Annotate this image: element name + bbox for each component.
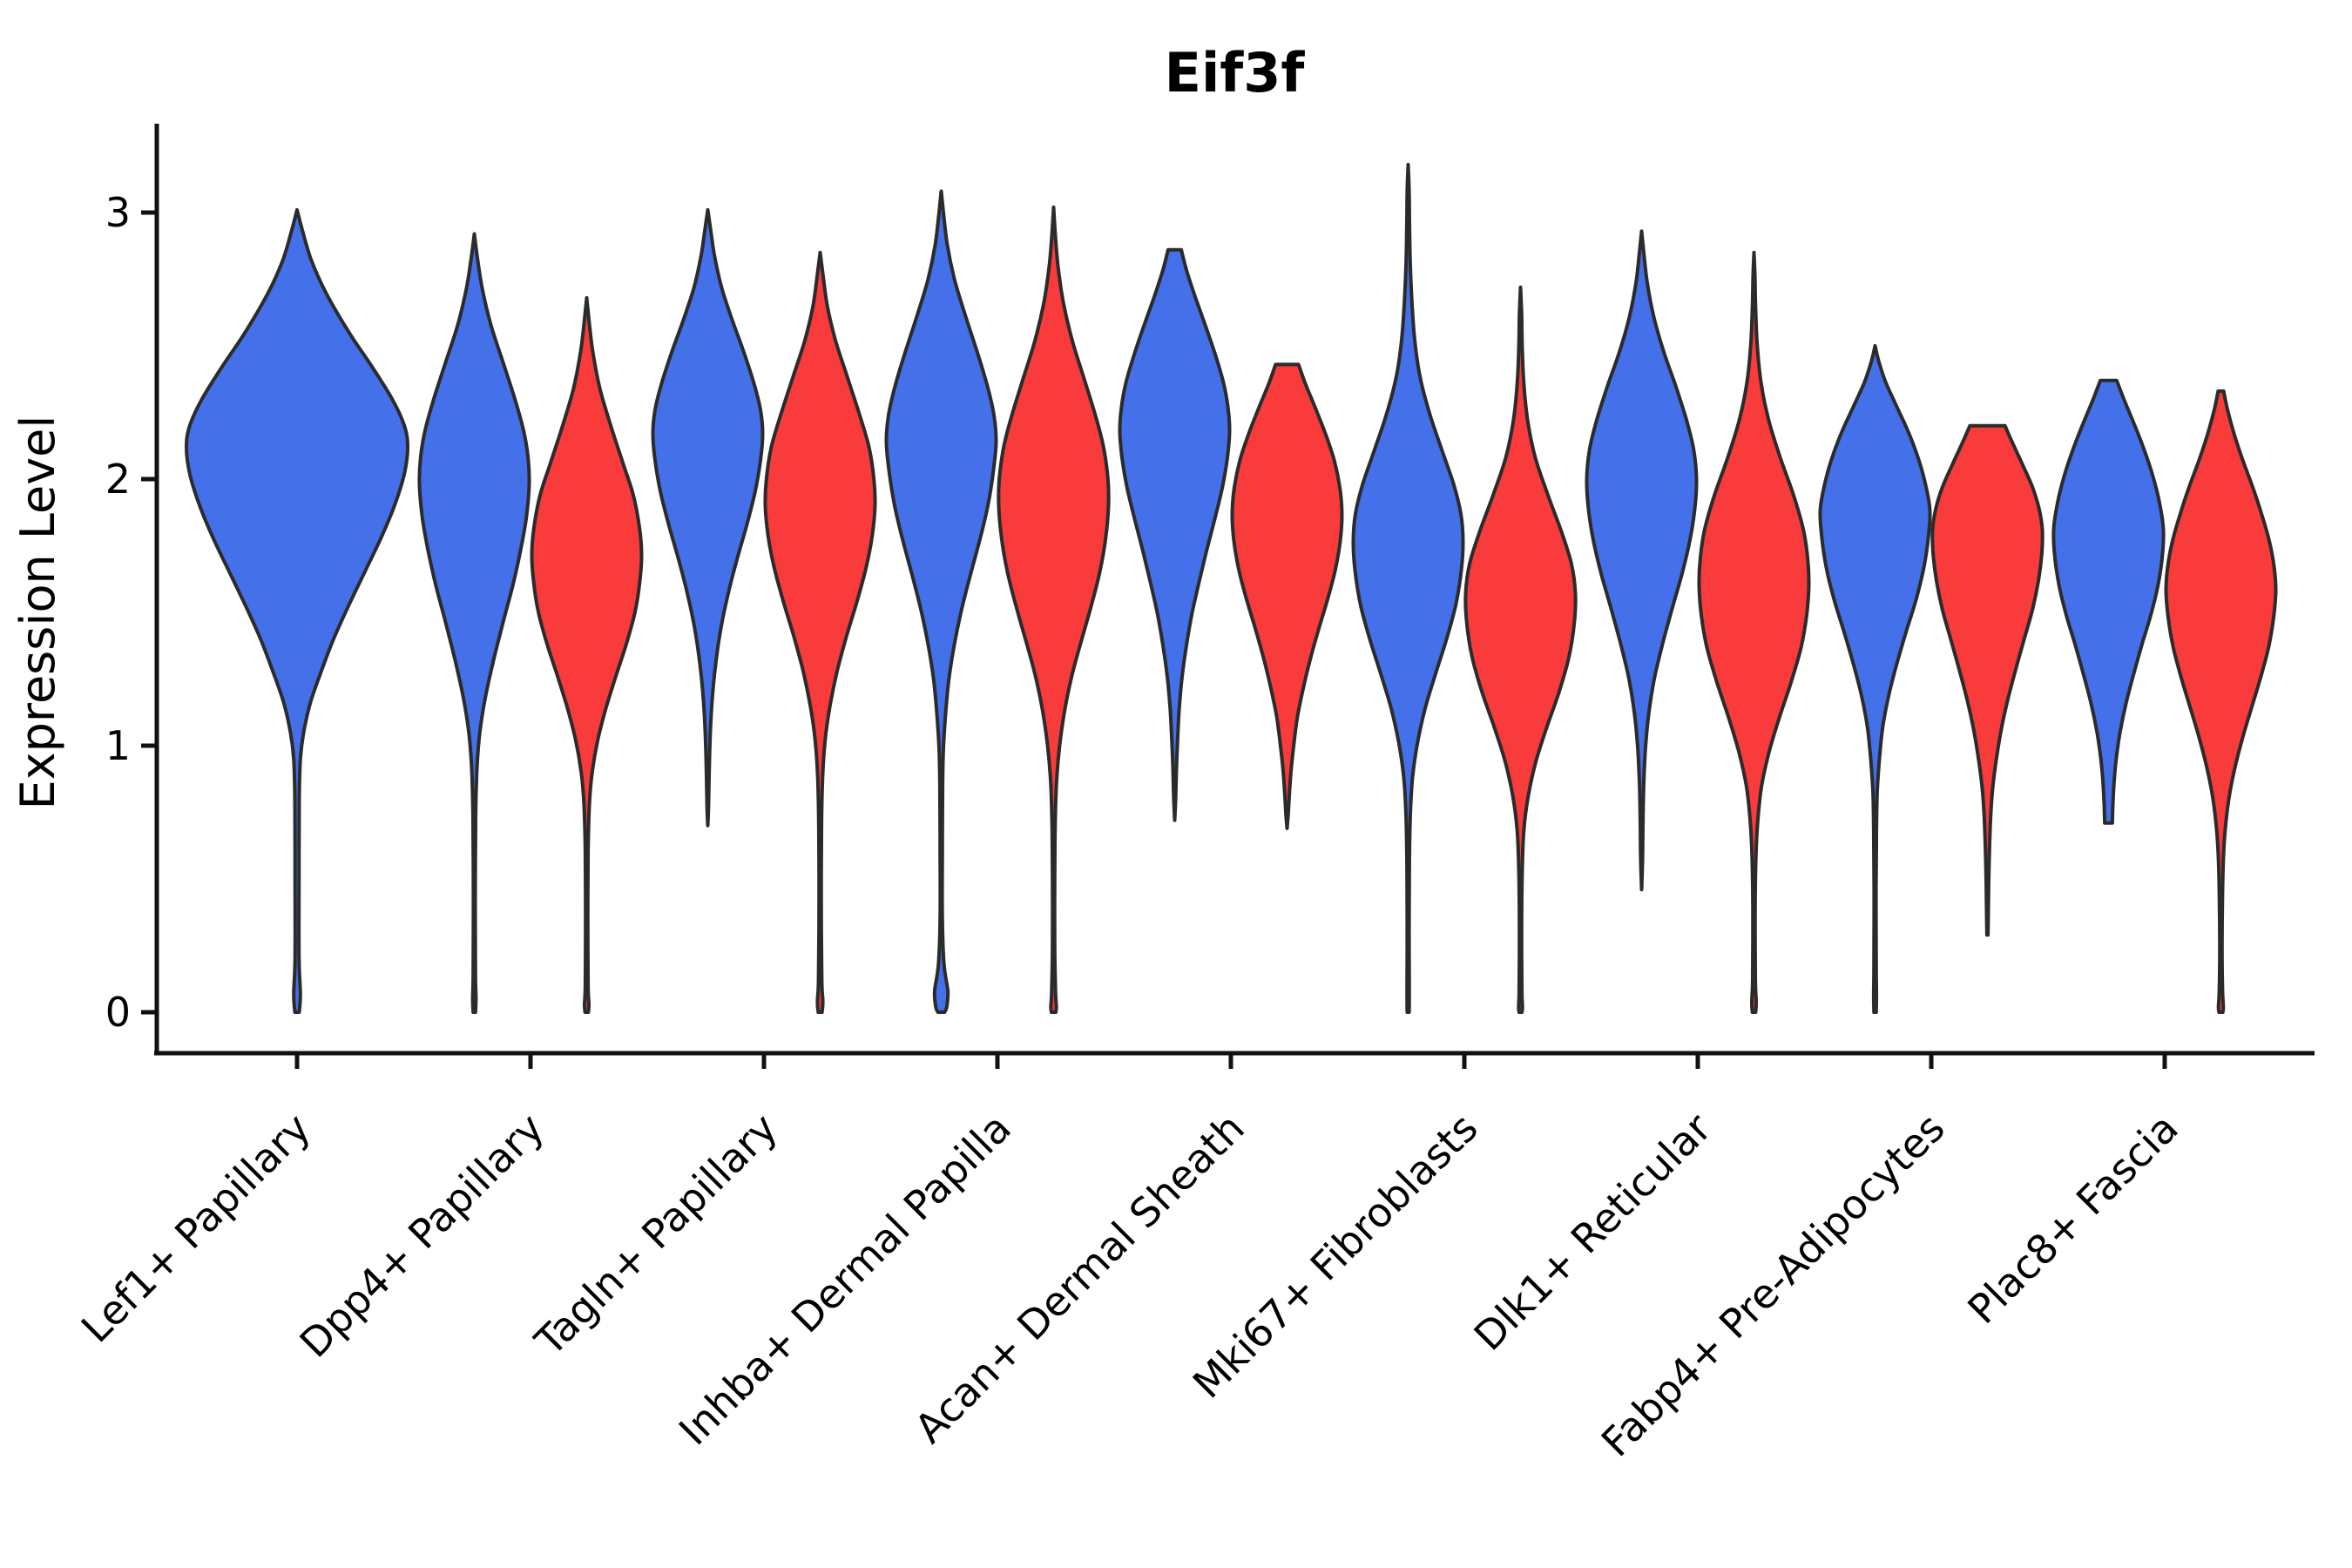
chart-title: Eif3f: [1165, 41, 1306, 105]
violin-Tagln+-blue: [651, 207, 765, 828]
x-tick-label: Dpp4+ Papillary: [291, 1105, 553, 1367]
violin-Inhba+-blue: [884, 189, 998, 1014]
violin-Dlk1+-blue: [1585, 229, 1699, 892]
y-tick-label: 3: [105, 189, 131, 236]
x-tick-label: Tagln+ Papillary: [525, 1105, 787, 1366]
violins: [185, 162, 2278, 1014]
violin-Acan+-red: [1230, 362, 1344, 830]
violin-Mki67+-blue: [1351, 162, 1465, 1014]
violin-Fabp4+-blue: [1818, 344, 1932, 1014]
y-tick-label: 0: [105, 989, 131, 1036]
violin-Dpp4+-blue: [417, 232, 531, 1014]
violin-Tagln+-red: [763, 250, 877, 1014]
x-tick-label: Plac8+ Fascia: [1958, 1105, 2186, 1333]
violin-Acan+-blue: [1118, 247, 1232, 822]
violin-Dpp4+-red: [530, 295, 644, 1014]
x-tick-label: Dlk1+ Reticular: [1465, 1105, 1720, 1360]
violin-Dlk1+-red: [1697, 250, 1811, 1014]
violin-Mki67+-red: [1463, 285, 1578, 1014]
violin-Plac8+-blue: [2051, 378, 2166, 825]
axes: [154, 124, 2315, 1056]
y-tick-label: 2: [105, 456, 131, 503]
violin-Fabp4+-red: [1930, 423, 2044, 937]
violin-Lef1+-blue: [185, 207, 409, 1014]
violin-Inhba+-red: [997, 205, 1111, 1014]
y-tick-label: 1: [105, 722, 131, 769]
y-axis-label: Expression Level: [10, 416, 65, 810]
violin-Plac8+-red: [2164, 389, 2278, 1014]
y-ticks: 0 1 2 3: [105, 189, 157, 1036]
x-tick-label: Lef1+ Papillary: [72, 1105, 320, 1352]
